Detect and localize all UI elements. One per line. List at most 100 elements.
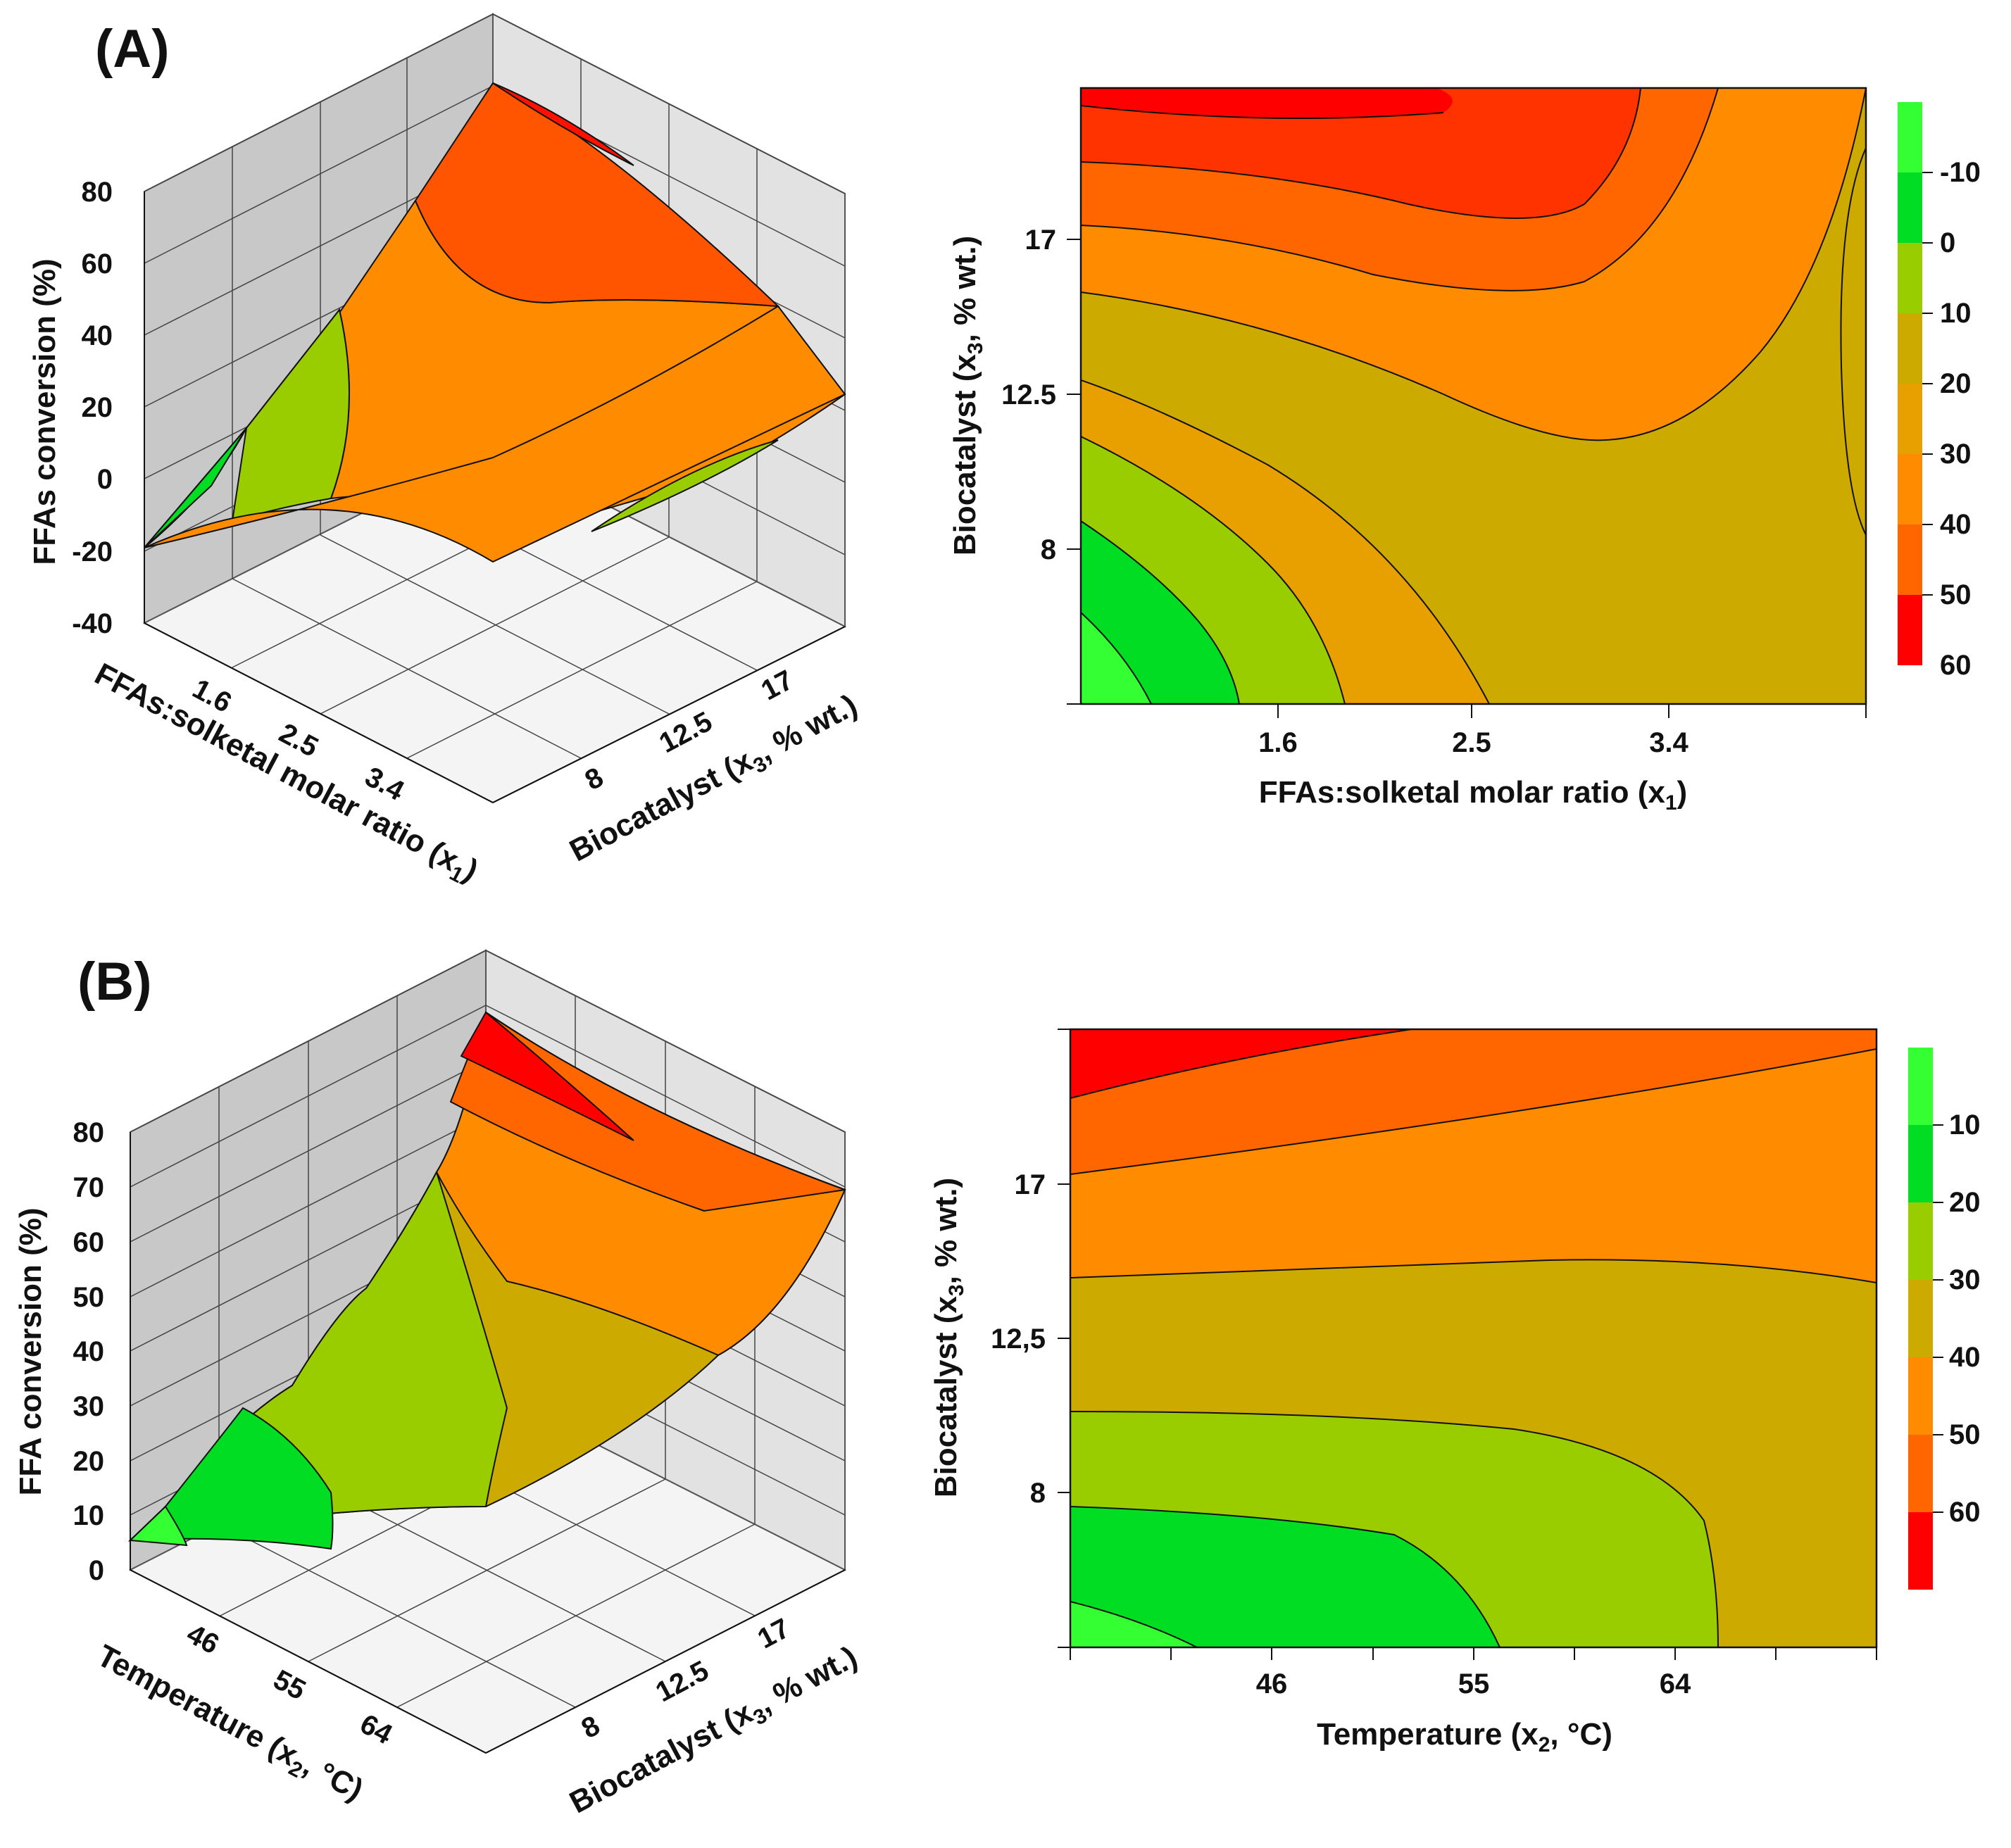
ac-ytick-125: 12.5 bbox=[1001, 379, 1056, 410]
bc-y-title: Biocatalyst (x3, % wt.) bbox=[929, 1178, 968, 1497]
bc-cb-7 bbox=[1908, 1512, 1933, 1590]
b3d-ytick-8: 8 bbox=[577, 1710, 605, 1745]
ac-cb-6 bbox=[1898, 454, 1922, 524]
a3d-ztick-0: 0 bbox=[97, 464, 113, 495]
bc-line-20 bbox=[1070, 1506, 1501, 1647]
b3d-xtick-46: 46 bbox=[182, 1618, 224, 1661]
ac-x-title-sub: 1 bbox=[1665, 791, 1677, 815]
b3d-ztick-20: 20 bbox=[73, 1446, 105, 1477]
a3d-ztick-80: 80 bbox=[82, 177, 113, 208]
ac-cb-4 bbox=[1898, 313, 1922, 384]
ac-cb-label-10: 10 bbox=[1940, 298, 1972, 329]
bc-cb-label-10: 10 bbox=[1949, 1110, 1981, 1140]
b3d-patch-green bbox=[128, 1407, 334, 1550]
a3d-patch-redorange bbox=[414, 82, 780, 308]
panel-a-contour: 17 12.5 8 1.6 2.5 3.4 FFAs:solketal mola… bbox=[948, 87, 1981, 815]
bc-x-ticks: 46 55 64 bbox=[1256, 1668, 1691, 1699]
a3d-patch-green-edge bbox=[144, 427, 247, 548]
bc-line-50 bbox=[1070, 1048, 1877, 1175]
ac-cb-7 bbox=[1898, 524, 1922, 595]
bc-line-10 bbox=[1070, 1601, 1198, 1647]
bc-cb-ticks bbox=[1933, 1124, 1943, 1513]
bc-cb-label-40: 40 bbox=[1949, 1342, 1981, 1373]
panel-a-label: (A) bbox=[95, 19, 170, 79]
bc-x-title-sub: 2 bbox=[1539, 1733, 1550, 1756]
panel-b-3d: (B) bbox=[13, 949, 863, 1820]
ac-cb-label-m10: -10 bbox=[1940, 157, 1981, 188]
ac-line-60 bbox=[1081, 105, 1444, 119]
bc-cb-3 bbox=[1908, 1202, 1933, 1280]
bc-cb-5 bbox=[1908, 1357, 1933, 1435]
ac-colorbar: -10 0 10 20 30 40 50 60 bbox=[1898, 102, 1981, 681]
bc-ytick-125: 12,5 bbox=[991, 1324, 1046, 1354]
panel-b-contour: 17 12,5 8 46 55 64 Temperature (x2, °C) … bbox=[929, 1028, 1981, 1756]
ac-cb-label-20: 20 bbox=[1940, 368, 1972, 399]
ac-cb-label-40: 40 bbox=[1940, 509, 1972, 540]
bc-ytick-17: 17 bbox=[1015, 1169, 1046, 1200]
ac-cb-3 bbox=[1898, 243, 1922, 313]
b3d-ytick-17: 17 bbox=[753, 1613, 795, 1655]
ac-cb-8 bbox=[1898, 595, 1922, 665]
ac-line-right bbox=[1840, 147, 1866, 536]
bc-y-title-main: Biocatalyst (x bbox=[929, 1296, 963, 1498]
b3d-ztick-50: 50 bbox=[73, 1282, 105, 1313]
ac-line-0 bbox=[1081, 520, 1240, 704]
b3d-surface bbox=[127, 1011, 846, 1550]
b3d-xtick-55: 55 bbox=[268, 1664, 311, 1706]
ac-x-title-end: ) bbox=[1677, 775, 1688, 810]
a3d-x-axis bbox=[144, 622, 494, 803]
bc-y-title-sub: 3 bbox=[945, 1284, 968, 1296]
b3d-ztick-10: 10 bbox=[73, 1500, 105, 1531]
ac-line-50 bbox=[1081, 88, 1641, 219]
bc-cb-4 bbox=[1908, 1280, 1933, 1357]
ac-region-right-yellow bbox=[1841, 148, 1866, 535]
ac-regions bbox=[1081, 88, 1866, 704]
ac-cb-2 bbox=[1898, 172, 1922, 243]
bc-region-10 bbox=[1070, 1602, 1197, 1647]
ac-line-10 bbox=[1081, 436, 1346, 704]
a3d-patch-front-orange bbox=[144, 305, 846, 563]
ac-xtick-16: 1.6 bbox=[1258, 727, 1298, 758]
a3d-ytick-3: 17 bbox=[756, 665, 798, 707]
ac-region-50 bbox=[1081, 88, 1641, 218]
bc-region-50 bbox=[1070, 1029, 1877, 1174]
ac-x-title-main: FFAs:solketal molar ratio (x bbox=[1259, 775, 1666, 810]
b3d-ztick-70: 70 bbox=[73, 1172, 105, 1203]
a3d-z-title: FFAs conversion (%) bbox=[27, 258, 62, 565]
b3d-x-title-main: Temperature (x bbox=[92, 1638, 303, 1773]
ac-cb-label-60: 60 bbox=[1940, 650, 1972, 681]
b3d-ztick-30: 30 bbox=[73, 1391, 105, 1422]
ac-cb-label-50: 50 bbox=[1940, 579, 1972, 610]
a3d-grid-z80 bbox=[144, 13, 846, 194]
ac-line-30 bbox=[1081, 88, 1866, 441]
bc-y-title-end: , % wt.) bbox=[929, 1178, 963, 1285]
ac-cb-1 bbox=[1898, 102, 1922, 172]
b3d-ztick-40: 40 bbox=[73, 1336, 105, 1367]
a3d-ytick-1: 8 bbox=[580, 762, 608, 796]
ac-x-ticks: 1.6 2.5 3.4 bbox=[1258, 727, 1689, 758]
ac-y-title: Biocatalyst (x3, % wt.) bbox=[948, 236, 987, 555]
b3d-ztick-80: 80 bbox=[73, 1117, 105, 1148]
bc-line-60 bbox=[1070, 1029, 1412, 1099]
bc-xtick-64: 64 bbox=[1660, 1668, 1691, 1699]
bc-xtick-46: 46 bbox=[1256, 1668, 1288, 1699]
a3d-ztick-m20: -20 bbox=[72, 536, 113, 567]
bc-cb-6 bbox=[1908, 1435, 1933, 1512]
ac-y-ticks: 17 12.5 8 bbox=[1001, 225, 1056, 565]
a3d-floor-g1 bbox=[232, 578, 582, 759]
b3d-patch-red bbox=[460, 1011, 634, 1141]
bc-cb-1 bbox=[1908, 1048, 1933, 1125]
panel-a-3d: (A) bbox=[27, 13, 863, 888]
ac-cb-label-0: 0 bbox=[1940, 227, 1955, 258]
b3d-patch-lightgreen bbox=[128, 1505, 188, 1547]
ac-line-20 bbox=[1081, 379, 1490, 704]
ac-line-m10 bbox=[1081, 612, 1152, 704]
bc-cb-label-30: 30 bbox=[1949, 1264, 1981, 1295]
bc-x-title: Temperature (x2, °C) bbox=[1317, 1717, 1612, 1756]
bc-x-title-main: Temperature (x bbox=[1317, 1717, 1539, 1752]
a3d-patch-red bbox=[492, 82, 634, 166]
bc-line-40 bbox=[1070, 1259, 1877, 1283]
b3d-x-title-end: , °C) bbox=[298, 1748, 369, 1808]
ac-xtick-25: 2.5 bbox=[1452, 727, 1491, 758]
